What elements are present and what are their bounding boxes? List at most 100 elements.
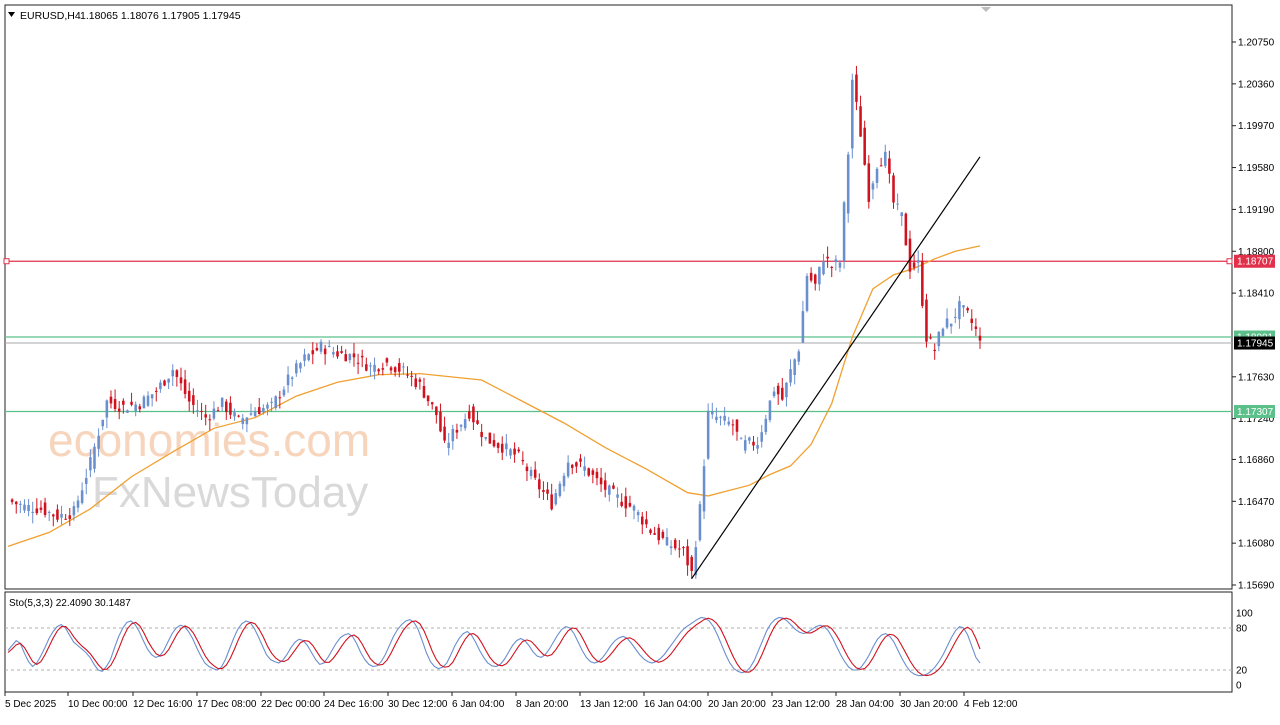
- candle: [435, 406, 438, 424]
- candle-body: [492, 440, 496, 447]
- candle-body: [678, 548, 681, 550]
- candle-body: [908, 238, 912, 272]
- candle-body: [422, 385, 426, 398]
- candle-body: [640, 516, 644, 525]
- candle-body: [566, 462, 570, 477]
- candle-body: [846, 154, 850, 214]
- candle: [204, 404, 207, 426]
- candle: [455, 423, 459, 439]
- stochastic-y-tick: 0: [1236, 681, 1242, 692]
- candle-body: [657, 527, 661, 541]
- collapse-triangle-icon[interactable]: [8, 12, 15, 17]
- candle: [175, 369, 179, 387]
- x-tick-label: 20 Jan 20:00: [708, 699, 766, 710]
- candle-body: [661, 531, 665, 538]
- candle: [117, 401, 121, 420]
- candle: [377, 368, 380, 375]
- candle: [616, 487, 619, 508]
- x-tick-label: 10 Dec 00:00: [68, 699, 128, 710]
- candle-body: [488, 432, 492, 444]
- candle: [459, 423, 463, 432]
- candle: [163, 379, 166, 387]
- candle: [340, 345, 343, 354]
- candle: [130, 392, 133, 407]
- candle: [562, 472, 566, 492]
- resistance-handle-right[interactable]: [1226, 258, 1233, 265]
- candle: [447, 432, 450, 456]
- x-tick-label: 23 Jan 12:00: [772, 699, 830, 710]
- candle-body: [735, 419, 739, 432]
- x-tick-label: 16 Jan 04:00: [644, 699, 702, 710]
- candle: [68, 507, 72, 526]
- candle-body: [665, 537, 669, 546]
- y-tick-label: 1.17240: [1238, 414, 1275, 425]
- candle: [921, 253, 924, 309]
- candle: [369, 362, 372, 377]
- candle-body: [554, 493, 558, 505]
- candle: [60, 505, 63, 525]
- stochastic-signal-line: [7, 617, 981, 677]
- candle: [583, 456, 586, 477]
- candle: [80, 482, 84, 505]
- candle: [859, 95, 862, 137]
- candle-body: [875, 168, 879, 183]
- candle-body: [410, 375, 413, 377]
- candle-body: [150, 394, 154, 399]
- last-price-badge-label: 1.17945: [1237, 339, 1274, 350]
- shift-marker-icon[interactable]: [981, 7, 991, 12]
- candle: [43, 497, 47, 518]
- candle-body: [797, 351, 801, 362]
- candle-body: [39, 507, 43, 510]
- resistance-handle-left[interactable]: [3, 258, 10, 265]
- candle: [56, 504, 59, 523]
- candle: [492, 433, 496, 448]
- candle-body: [196, 410, 199, 412]
- candle: [513, 442, 516, 463]
- candle-body: [921, 261, 924, 306]
- candle-body: [31, 511, 34, 513]
- candle: [678, 539, 681, 558]
- candle-body: [538, 479, 541, 490]
- candle: [122, 398, 125, 414]
- candle-body: [785, 382, 788, 398]
- y-tick-label: 1.16080: [1238, 539, 1275, 550]
- candle: [237, 414, 240, 418]
- candle: [867, 155, 871, 209]
- candle: [150, 394, 154, 407]
- candle: [76, 495, 80, 513]
- candle-body: [179, 377, 183, 384]
- candle: [451, 424, 455, 450]
- candle: [636, 509, 640, 522]
- candle: [665, 528, 669, 547]
- last-price-badge: [1234, 336, 1275, 350]
- candle: [838, 260, 842, 273]
- candle-body: [542, 489, 545, 492]
- candle-body: [113, 399, 117, 410]
- level-badge-0: [1234, 254, 1275, 268]
- candle: [299, 361, 302, 373]
- candle: [323, 344, 327, 365]
- candle: [159, 379, 162, 393]
- candle: [813, 273, 817, 291]
- candle-body: [360, 355, 364, 358]
- trendline[interactable]: [691, 156, 981, 579]
- candle: [154, 387, 158, 402]
- y-tick-label: 1.18800: [1238, 247, 1275, 258]
- y-tick-label: 1.18410: [1238, 289, 1275, 300]
- candle-body: [496, 443, 500, 448]
- candle: [538, 473, 541, 499]
- candle: [809, 267, 813, 283]
- candle: [916, 250, 920, 273]
- candle-body: [117, 408, 121, 412]
- candle-body: [19, 503, 22, 505]
- stochastic-y-tick: 20: [1236, 666, 1248, 677]
- candle-body: [739, 438, 743, 440]
- x-tick-label: 28 Jan 04:00: [836, 699, 894, 710]
- candle: [113, 389, 117, 412]
- candle-body: [781, 387, 784, 400]
- candle: [241, 414, 245, 430]
- candle-body: [933, 349, 936, 352]
- candle: [785, 382, 788, 407]
- candle-body: [418, 379, 422, 382]
- candle-body: [698, 504, 702, 541]
